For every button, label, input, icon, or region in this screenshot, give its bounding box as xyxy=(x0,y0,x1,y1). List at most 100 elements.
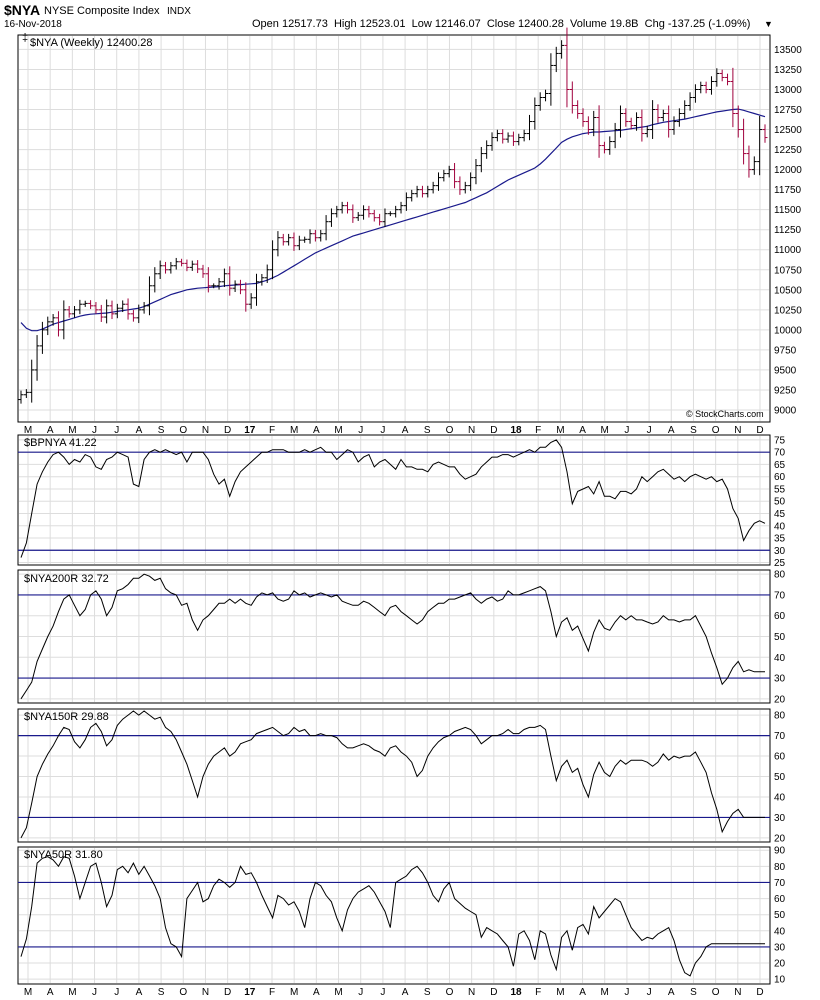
y-tick-label: 9250 xyxy=(774,385,797,396)
x-tick-label: F xyxy=(535,425,541,436)
x-tick-label: S xyxy=(158,425,165,436)
y-tick-label: 12250 xyxy=(774,145,802,156)
y-tick-label: 80 xyxy=(774,862,786,873)
x-tick-label: S xyxy=(158,987,165,998)
y-tick-label: 10500 xyxy=(774,285,802,296)
x-tick-label: J xyxy=(624,425,629,436)
x-tick-label: M xyxy=(601,425,609,436)
y-tick-label: 9500 xyxy=(774,365,797,376)
y-tick-label: 11500 xyxy=(774,205,802,216)
x-tick-label: O xyxy=(446,425,454,436)
x-tick-label: D xyxy=(224,425,231,436)
y-tick-label: 10 xyxy=(774,975,786,986)
x-tick-label: A xyxy=(402,987,409,998)
x-tick-label: D xyxy=(756,425,763,436)
x-tick-label: J xyxy=(92,987,97,998)
x-tick-label: A xyxy=(47,425,54,436)
x-tick-label: N xyxy=(468,987,475,998)
nya150r-panel xyxy=(17,708,771,843)
y-tick-label: 20 xyxy=(774,833,786,844)
y-tick-label: 50 xyxy=(774,632,786,643)
x-tick-label: M xyxy=(290,425,298,436)
x-tick-label: O xyxy=(179,425,187,436)
y-tick-label: 30 xyxy=(774,942,786,953)
nya150r-panel-label: $NYA150R 29.88 xyxy=(24,711,109,723)
y-tick-label: 10000 xyxy=(774,325,802,336)
nya200r-panel-label: $NYA200R 32.72 xyxy=(24,573,109,585)
y-tick-label: 45 xyxy=(774,509,786,520)
y-tick-label: 90 xyxy=(774,846,786,857)
y-tick-label: 30 xyxy=(774,813,786,824)
x-tick-label: S xyxy=(690,987,697,998)
x-tick-label: J xyxy=(380,425,385,436)
x-tick-label: M xyxy=(556,425,564,436)
index-name: NYSE Composite Index xyxy=(44,5,160,17)
x-tick-label: N xyxy=(202,425,209,436)
x-tick-label: M xyxy=(68,425,76,436)
y-tick-label: 10750 xyxy=(774,265,802,276)
y-tick-label: 10250 xyxy=(774,305,802,316)
y-tick-label: 40 xyxy=(774,792,786,803)
x-tick-label: M xyxy=(24,425,32,436)
x-tick-label: O xyxy=(446,987,454,998)
y-tick-label: 70 xyxy=(774,448,786,459)
x-tick-label: O xyxy=(712,425,720,436)
x-tick-label: J xyxy=(647,425,652,436)
y-tick-label: 50 xyxy=(774,772,786,783)
indicator-line xyxy=(20,439,766,558)
y-tick-label: 75 xyxy=(774,435,786,446)
x-tick-label: J xyxy=(358,425,363,436)
y-tick-label: 70 xyxy=(774,878,786,889)
y-tick-label: 80 xyxy=(774,570,786,581)
x-tick-label: A xyxy=(402,425,409,436)
y-tick-label: 9000 xyxy=(774,405,797,416)
x-tick-label: 17 xyxy=(244,425,256,436)
bpnya-panel xyxy=(17,434,771,566)
x-tick-label: D xyxy=(224,987,231,998)
y-tick-label: 60 xyxy=(774,611,786,622)
x-tick-label: N xyxy=(734,425,741,436)
x-tick-label: F xyxy=(269,987,275,998)
x-tick-label: D xyxy=(756,987,763,998)
x-tick-label: A xyxy=(313,425,320,436)
symbol-label: $NYA xyxy=(4,2,40,18)
y-tick-label: 30 xyxy=(774,674,786,685)
x-tick-label: D xyxy=(490,425,497,436)
x-tick-label: O xyxy=(712,987,720,998)
nya50r-panel-label: $NYA50R 31.80 xyxy=(24,849,103,861)
x-tick-label: A xyxy=(668,425,675,436)
x-tick-label: J xyxy=(114,987,119,998)
x-tick-label: S xyxy=(690,425,697,436)
price-panel xyxy=(17,34,771,423)
y-tick-label: 11750 xyxy=(774,185,802,196)
y-tick-label: 12000 xyxy=(774,165,802,176)
y-tick-label: 60 xyxy=(774,472,786,483)
x-tick-label: M xyxy=(334,425,342,436)
indicator-line xyxy=(20,573,765,700)
y-tick-label: 20 xyxy=(774,959,786,970)
x-tick-label: N xyxy=(468,425,475,436)
y-tick-label: 11000 xyxy=(774,245,802,256)
x-tick-label: J xyxy=(624,987,629,998)
y-tick-label: 12750 xyxy=(774,105,802,116)
x-tick-label: J xyxy=(114,425,119,436)
bpnya-panel-label: $BPNYA 41.22 xyxy=(24,437,97,449)
quote-line: Open 12517.73 High 12523.01 Low 12146.07… xyxy=(252,18,750,30)
chart-date: 16-Nov-2018 xyxy=(4,19,62,30)
y-tick-label: 13250 xyxy=(774,65,802,76)
x-tick-label: 17 xyxy=(244,987,256,998)
y-tick-label: 55 xyxy=(774,484,786,495)
x-tick-label: A xyxy=(47,987,54,998)
y-tick-label: 13500 xyxy=(774,45,802,56)
nya50r-panel xyxy=(17,846,771,985)
x-tick-label: M xyxy=(556,987,564,998)
x-tick-label: A xyxy=(668,987,675,998)
x-tick-label: N xyxy=(202,987,209,998)
x-tick-label: A xyxy=(579,425,586,436)
y-tick-label: 40 xyxy=(774,653,786,664)
y-tick-label: 70 xyxy=(774,590,786,601)
y-tick-label: 50 xyxy=(774,910,786,921)
y-tick-label: 13000 xyxy=(774,85,802,96)
exchange-label: INDX xyxy=(167,6,191,17)
